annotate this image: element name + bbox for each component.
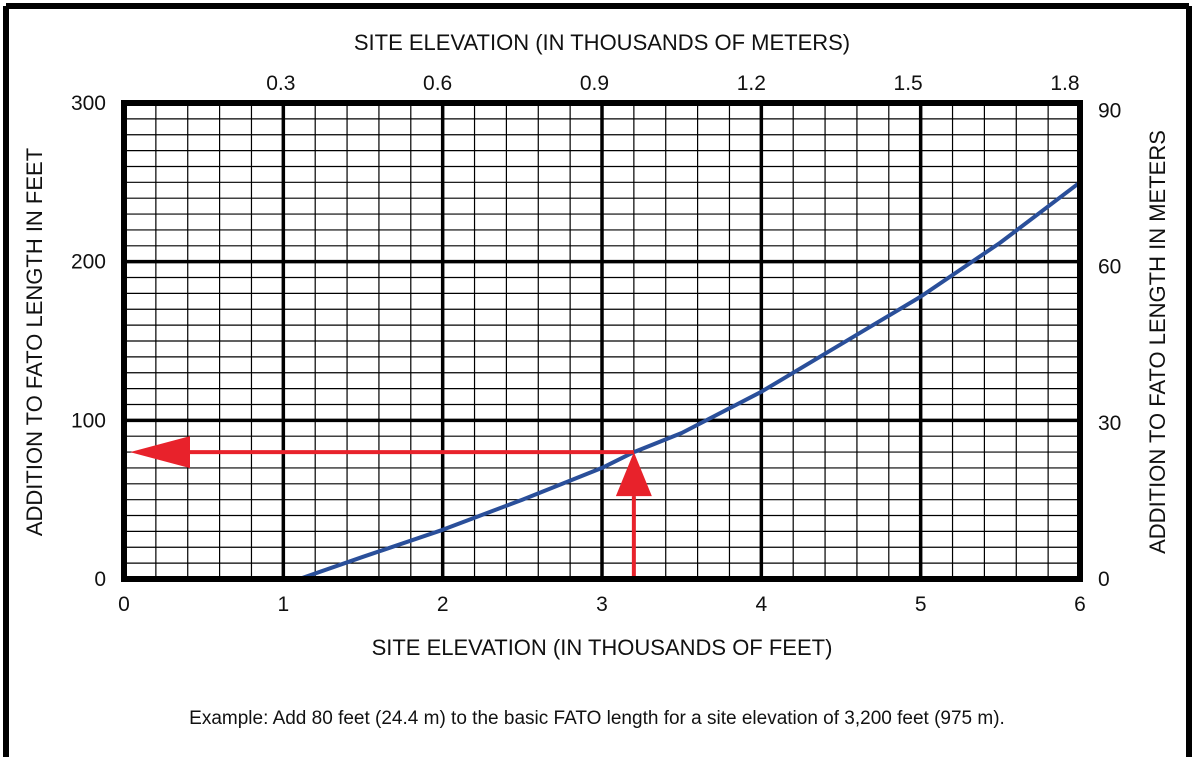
bottom-tick-label: 0 <box>118 593 130 616</box>
right-tick-label: 30 <box>1098 412 1121 435</box>
bottom-tick-label: 3 <box>596 593 608 616</box>
left-tick-label: 200 <box>71 251 106 274</box>
right-tick-label: 60 <box>1098 256 1121 279</box>
bottom-tick-label: 1 <box>277 593 289 616</box>
plot-border <box>121 100 1083 582</box>
right-axis-title: ADDITION TO FATO LENGTH IN METERS <box>1145 130 1170 554</box>
elevation-curve-line <box>297 180 1082 581</box>
top-tick-label: 1.2 <box>737 72 766 95</box>
top-tick-label: 0.3 <box>266 72 295 95</box>
left-tick-label: 300 <box>71 92 106 115</box>
example-horizontal-arrow-head <box>130 436 190 469</box>
bottom-tick-label: 6 <box>1074 593 1086 616</box>
left-axis-title: ADDITION TO FATO LENGTH IN FEET <box>22 148 47 536</box>
left-tick-label: 100 <box>71 409 106 432</box>
right-tick-label: 90 <box>1098 99 1121 122</box>
bottom-tick-label: 5 <box>915 593 927 616</box>
bottom-tick-label: 4 <box>755 593 767 616</box>
left-tick-label: 0 <box>94 568 106 591</box>
top-tick-label: 0.9 <box>580 72 609 95</box>
major-grid <box>124 103 1080 579</box>
bottom-tick-label: 2 <box>437 593 449 616</box>
right-tick-label: 0 <box>1098 568 1110 591</box>
top-tick-label: 1.8 <box>1050 72 1079 95</box>
top-axis-title: SITE ELEVATION (IN THOUSANDS OF METERS) <box>354 30 850 55</box>
example-arrow-layer <box>130 436 652 579</box>
tick-label-layer: 0 1 2 3 4 5 6 0.3 0.6 0.9 1.2 1.5 1.8 0 100 200 300 0 30 60… <box>71 72 1121 616</box>
example-vertical-arrow-head <box>615 452 652 497</box>
curve-layer <box>297 180 1082 581</box>
top-tick-label: 0.6 <box>423 72 452 95</box>
bottom-axis-title: SITE ELEVATION (IN THOUSANDS OF FEET) <box>372 635 833 660</box>
top-tick-label: 1.5 <box>894 72 923 95</box>
example-note: Example: Add 80 feet (24.4 m) to the bas… <box>189 708 1005 729</box>
